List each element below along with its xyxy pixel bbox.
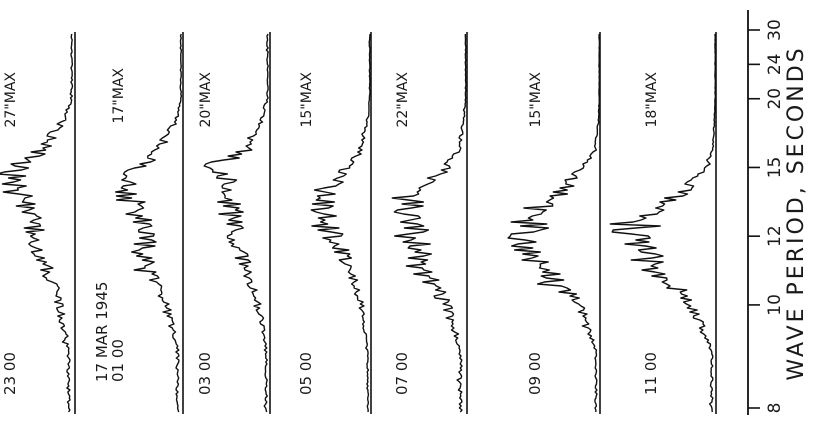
axis-tick-label: 8 — [765, 403, 785, 414]
spectrum-panel: 09 00 15"MAX — [507, 32, 601, 414]
time-label: 03 00 — [196, 352, 214, 395]
max-label: 17"MAX — [111, 68, 127, 124]
spectrum-panel: 03 00 20"MAX — [196, 32, 271, 414]
max-label: 22"MAX — [395, 72, 411, 128]
time-label: 01 00 — [109, 339, 127, 382]
spectrum-trace — [391, 33, 467, 413]
max-label: 20"MAX — [198, 72, 214, 128]
max-label: 15"MAX — [528, 72, 544, 128]
axis-tick-label: 20 — [765, 88, 785, 110]
spectrum-trace — [115, 33, 183, 413]
axis-tick-label: 12 — [765, 225, 785, 247]
x-axis-label: WAVE PERIOD, SECONDS — [784, 45, 809, 380]
axis-tick-label: 30 — [765, 19, 785, 41]
time-label: 07 00 — [393, 352, 411, 395]
max-label: 27"MAX — [3, 72, 19, 128]
spectrum-trace — [0, 33, 74, 413]
max-label: 15"MAX — [299, 72, 315, 128]
spectrum-trace — [609, 33, 717, 413]
time-label: 11 00 — [642, 352, 660, 395]
spectrum-panel: 11 00 18"MAX — [609, 32, 717, 414]
spectrum-panel: 07 00 22"MAX — [391, 32, 468, 414]
spectrum-panel: 23 00 27"MAX — [0, 32, 76, 414]
axis-tick-label: 15 — [765, 157, 785, 179]
time-label: 05 00 — [297, 352, 315, 395]
max-label: 18"MAX — [644, 72, 660, 128]
date-label: 17 MAR 1945 — [93, 282, 111, 382]
axis-tick-label: 10 — [765, 294, 785, 316]
spectrum-trace — [203, 33, 269, 413]
spectrum-trace — [310, 33, 371, 413]
axis-tick-label: 24 — [765, 54, 785, 76]
period-axis: 8 10 12 15 20 24 30 — [747, 10, 785, 415]
spectrum-trace — [507, 33, 601, 413]
time-label: 09 00 — [526, 352, 544, 395]
time-label: 23 00 — [1, 352, 19, 395]
spectrum-panel: 05 00 15"MAX — [297, 32, 372, 414]
